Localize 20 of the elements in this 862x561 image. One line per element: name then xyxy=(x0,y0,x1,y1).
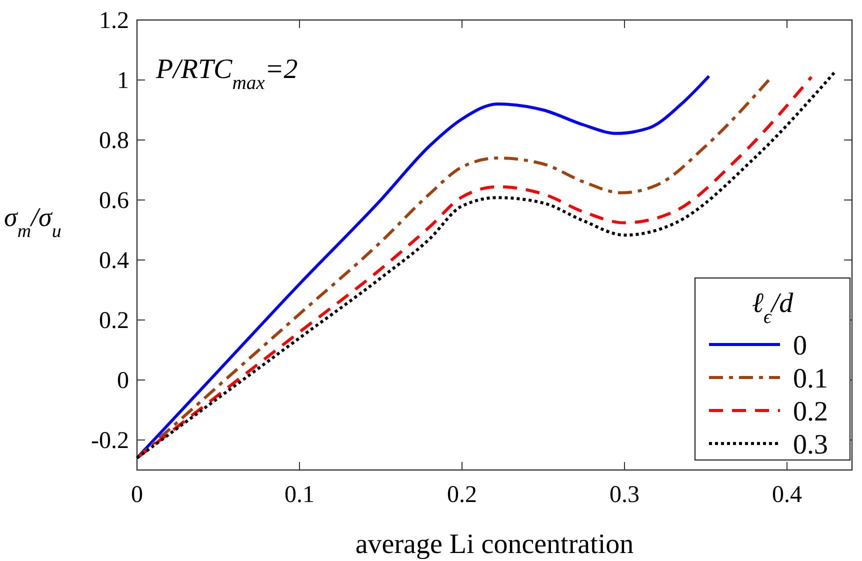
y-tick-label: 0 xyxy=(117,368,129,394)
x-tick-label: 0.4 xyxy=(772,482,802,508)
y-tick-label: 0.6 xyxy=(99,188,129,214)
legend-label: 0.2 xyxy=(793,396,828,428)
x-axis-title: average Li concentration xyxy=(355,529,634,560)
legend-title: ℓ$_{ϵ}$/d xyxy=(752,288,794,328)
y-axis-title: σ$_{m}$/σ$_{u}$ xyxy=(4,202,62,242)
y-tick-label: 0.4 xyxy=(99,248,129,274)
x-tick-label: 0.1 xyxy=(284,482,314,508)
x-tick-label: 0.3 xyxy=(610,482,640,508)
y-tick-label: -0.2 xyxy=(91,428,129,454)
y-tick-label: 1.2 xyxy=(99,8,129,34)
y-tick-label: 1 xyxy=(117,68,129,94)
legend-label: 0 xyxy=(793,330,807,362)
annotation: P/RTC$_{max}$=2 xyxy=(155,54,298,94)
legend-label: 0.3 xyxy=(793,430,828,460)
y-tick-label: 0.2 xyxy=(99,308,129,334)
x-tick-label: 0.2 xyxy=(447,482,477,508)
y-tick-label: 0.8 xyxy=(99,128,129,154)
legend-label: 0.1 xyxy=(793,364,828,394)
